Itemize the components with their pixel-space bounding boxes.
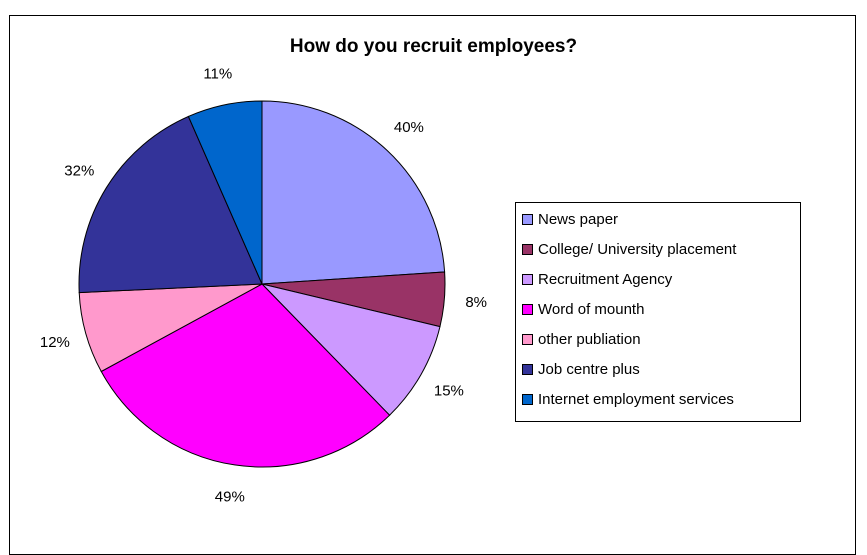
legend-swatch [522,243,533,255]
chart-title: How do you recruit employees? [289,36,578,57]
pie-chart: 40% 8% 15% 49% 12% 32% 11% [40,66,487,506]
slice-label-5: 32% [64,163,94,180]
legend-item-1: College/ University placement [522,237,736,261]
legend-item-3: Word of mounth [522,297,644,321]
legend-swatch [522,213,533,225]
legend-swatch [522,333,533,345]
legend-label: News paper [538,210,619,228]
legend-item-6: Internet employment services [522,387,734,411]
legend-label: Job centre plus [538,360,640,378]
slice-label-0: 40% [394,119,424,136]
slice-label-3: 49% [215,489,245,506]
legend-label: Word of mounth [538,300,645,318]
pie-slice-0 [261,100,446,285]
legend-swatch [522,303,533,315]
legend-item-4: other publiation [522,327,641,351]
legend: News paper College/ University placement R… [515,202,801,422]
slice-label-2: 15% [434,382,464,399]
pie-slice-5 [78,115,263,294]
slice-label-6: 11% [203,66,232,83]
legend-item-0: News paper [522,207,618,231]
legend-label: College/ University placement [538,240,737,258]
legend-item-5: Job centre plus [522,357,640,381]
pie-slice-2 [260,283,441,416]
legend-swatch [522,363,533,375]
pie-slice-6 [187,100,263,285]
legend-swatch [522,273,533,285]
legend-label: other publiation [538,330,641,348]
legend-label: Recruitment Agency [538,270,673,288]
slice-label-4: 12% [40,334,70,351]
legend-item-2: Recruitment Agency [522,267,672,291]
pie-slice-3 [100,283,391,468]
legend-swatch [522,393,533,405]
slice-label-1: 8% [465,294,487,311]
legend-label: Internet employment services [538,390,734,408]
